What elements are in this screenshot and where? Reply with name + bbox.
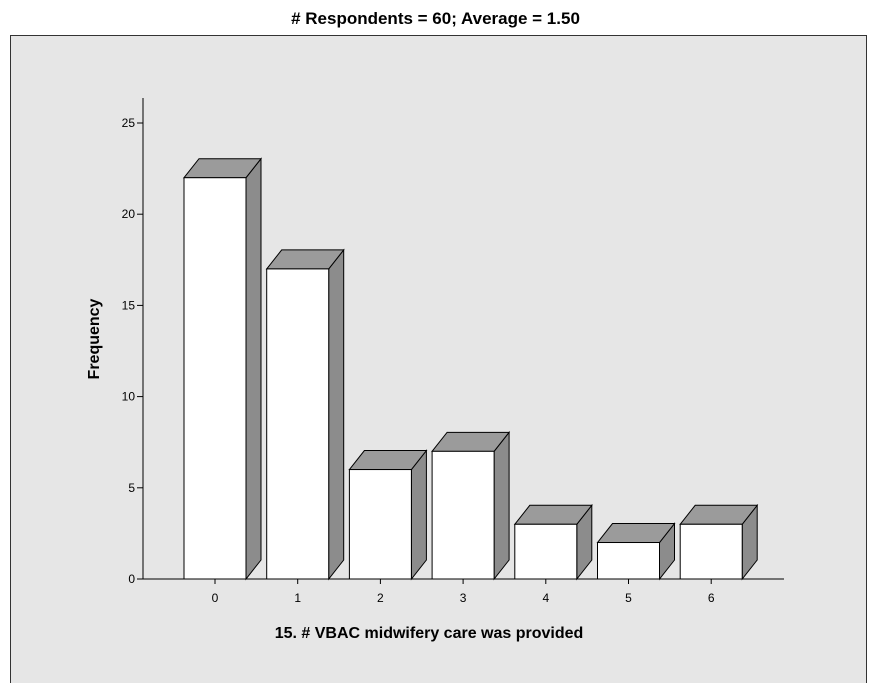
x-tick-label: 3 xyxy=(460,591,467,605)
x-axis-title: 15. # VBAC midwifery care was provided xyxy=(275,625,584,642)
y-tick-label: 0 xyxy=(128,572,135,586)
chart-title: # Respondents = 60; Average = 1.50 xyxy=(291,9,580,28)
x-tick-label: 4 xyxy=(542,591,549,605)
y-tick-label: 5 xyxy=(128,481,135,495)
bar-front-face xyxy=(183,177,247,580)
y-tick-label: 20 xyxy=(122,207,136,221)
bar-side-face xyxy=(245,157,262,581)
y-axis-title: Frequency xyxy=(86,298,103,379)
bar-front-face xyxy=(597,542,660,580)
bar-front-face xyxy=(679,523,743,580)
bar-0 xyxy=(182,157,263,581)
y-tick-label: 15 xyxy=(122,298,136,312)
bar-2 xyxy=(348,449,428,581)
x-tick-label: 6 xyxy=(708,591,715,605)
bar-side-face xyxy=(410,449,427,581)
x-tick-label: 2 xyxy=(377,591,384,605)
y-tick-label: 25 xyxy=(122,116,136,130)
bar-front-face xyxy=(266,268,330,580)
bar-front-face xyxy=(431,450,495,580)
y-tick-label: 10 xyxy=(122,390,136,404)
x-tick-label: 0 xyxy=(212,591,219,605)
bar-side-face xyxy=(493,430,510,581)
bar-front-face xyxy=(348,469,412,580)
bar-5 xyxy=(596,522,676,581)
bar-front-face xyxy=(514,523,578,580)
x-ticks: 0 1 2 3 4 5 6 xyxy=(212,579,715,605)
y-ticks: 0 5 10 15 20 25 xyxy=(122,116,143,586)
bar-side-face xyxy=(328,248,345,581)
bars xyxy=(182,157,759,581)
bar-4 xyxy=(513,503,593,581)
x-tick-label: 5 xyxy=(625,591,632,605)
bar-3 xyxy=(431,430,511,581)
bar-1 xyxy=(265,248,345,581)
x-tick-label: 1 xyxy=(294,591,301,605)
bar-6 xyxy=(679,503,759,581)
